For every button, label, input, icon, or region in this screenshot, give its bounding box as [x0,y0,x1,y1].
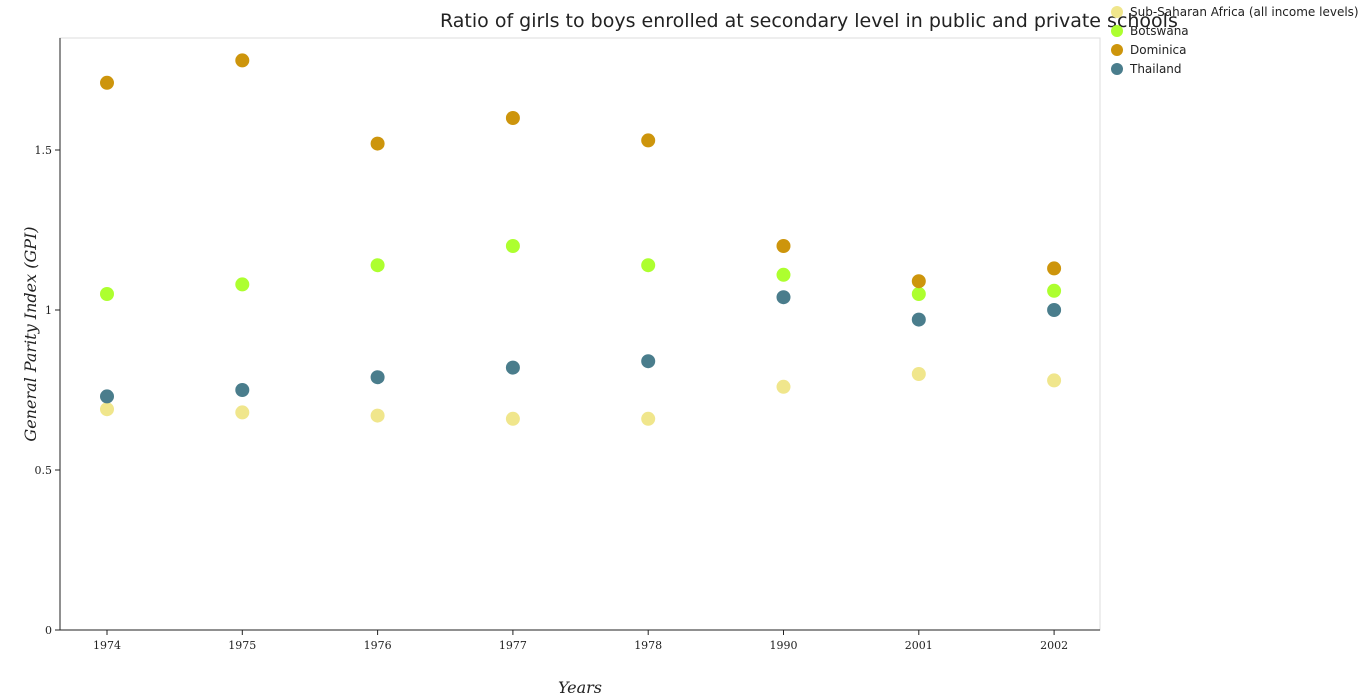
point-thailand-1976 [370,370,385,385]
legend: Sub-Saharan Africa (all income levels) Bo… [1111,5,1358,76]
point-sub-saharan-africa-all-income-levels--1978 [641,411,656,426]
point-thailand-2002 [1047,303,1062,317]
x-tick-label: 1975 [228,639,256,652]
x-tick-label: 1974 [93,639,121,652]
point-botswana-2001 [911,287,926,301]
point-botswana-1974 [100,287,114,301]
y-axis-label: General Parity Index (GPI) [21,226,40,441]
point-sub-saharan-africa-all-income-levels--1990 [776,379,791,394]
point-sub-saharan-africa-all-income-levels--2001 [911,367,926,381]
data-points [100,53,1062,426]
legend-label: Botswana [1130,24,1189,38]
x-axis-label: Years [558,678,602,697]
point-botswana-1976 [370,258,385,273]
point-botswana-1978 [641,258,656,273]
x-tick-label: 1990 [770,639,798,652]
y-tick-label: 0.5 [35,464,53,477]
point-sub-saharan-africa-all-income-levels--1977 [505,411,520,426]
legend-marker [1111,6,1123,18]
y-tick-label: 1 [45,304,52,317]
x-tick-label: 1977 [499,639,527,652]
point-botswana-2002 [1047,283,1062,298]
point-dominica-1976 [370,136,385,151]
point-thailand-1974 [100,389,114,404]
point-dominica-1977 [505,111,520,125]
legend-label: Thailand [1129,62,1182,76]
x-tick-label: 1978 [634,639,662,652]
point-sub-saharan-africa-all-income-levels--2002 [1047,373,1062,388]
chart-title: Ratio of girls to boys enrolled at secon… [440,10,1178,32]
point-thailand-1978 [641,354,656,369]
legend-marker [1111,63,1123,75]
y-tick-label: 1.5 [35,144,53,157]
point-botswana-1990 [776,267,791,282]
point-thailand-1977 [505,360,520,375]
legend-label: Dominica [1130,43,1187,57]
point-dominica-1978 [641,133,656,148]
plot-frame [59,37,1101,631]
point-dominica-1975 [235,53,250,68]
legend-marker [1111,44,1123,56]
point-dominica-1974 [100,75,114,90]
x-tick-label: 1976 [364,639,392,652]
point-thailand-1990 [776,290,791,305]
x-ticks: 1974 1975 1976 1977 1978 1990 2001 2002 [93,630,1068,652]
point-sub-saharan-africa-all-income-levels--1974 [100,402,114,417]
point-sub-saharan-africa-all-income-levels--1976 [370,408,385,423]
legend-marker [1111,25,1123,37]
x-tick-label: 2001 [905,639,933,652]
point-thailand-2001 [911,312,926,327]
y-tick-label: 0 [45,624,52,637]
point-thailand-1975 [235,383,250,397]
point-dominica-1990 [776,239,791,253]
point-dominica-2001 [911,274,926,289]
y-ticks: 0 0.5 1 1.5 [35,144,60,637]
point-sub-saharan-africa-all-income-levels--1975 [235,405,250,420]
legend-label: Sub-Saharan Africa (all income levels) [1130,5,1358,19]
point-botswana-1977 [505,239,520,253]
point-dominica-2002 [1047,261,1062,276]
x-tick-label: 2002 [1040,639,1068,652]
point-botswana-1975 [235,277,250,292]
